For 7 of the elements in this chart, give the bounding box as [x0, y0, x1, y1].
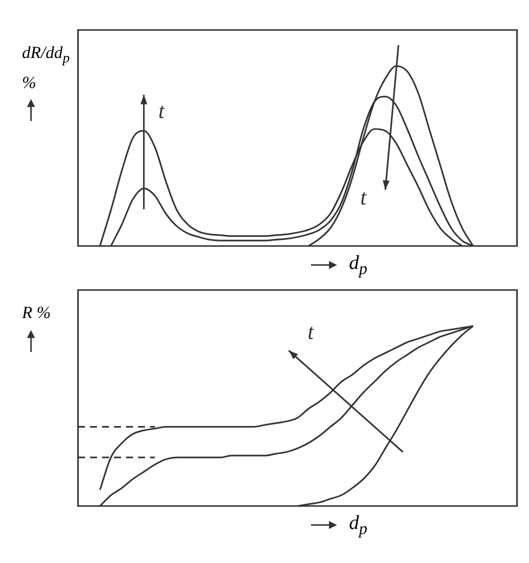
x-axis-title: d$_{p}$ [349, 252, 368, 278]
annotation: t [158, 98, 166, 123]
y-axis-title: R % [22, 302, 52, 324]
x-axis-title: d$_{p}$ [349, 512, 368, 538]
annotation: t [308, 318, 315, 344]
text: dR/dd$_{p}$ % [22, 43, 70, 92]
annotation: t [360, 184, 368, 210]
